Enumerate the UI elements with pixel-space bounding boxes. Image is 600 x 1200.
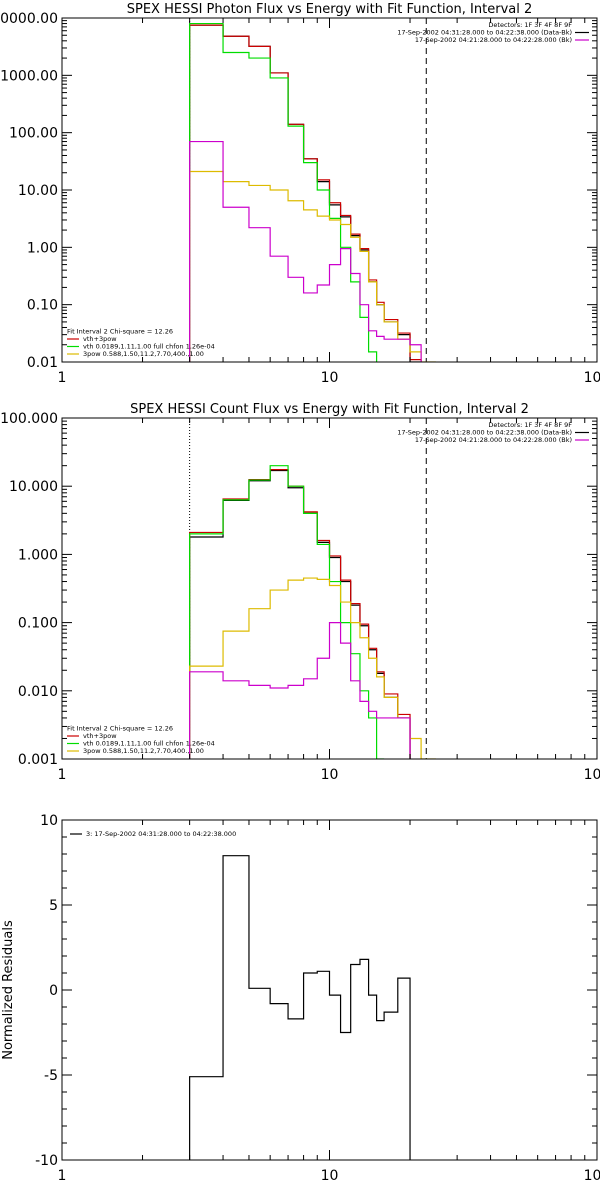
- chart-panel-1: SPEX HESSI Photon Flux vs Energy with Fi…: [0, 2, 600, 386]
- legend-entry: Fit Interval 2 Chi-square = 12.26: [67, 725, 173, 733]
- y-tick-label: 10.000: [9, 479, 58, 495]
- series-group: [189, 855, 411, 1160]
- series-group: [189, 22, 436, 362]
- series-line-1: [189, 855, 411, 1160]
- series-line-4: [189, 577, 436, 759]
- legend-entry: 3: 17-Sep-2002 04:31:28.000 to 04:22:38.…: [86, 830, 236, 838]
- series-line-3: [189, 22, 385, 362]
- x-tick-label: 10: [321, 767, 339, 783]
- legend-entry: Detectors: 1F 3F 4F 8F 9F: [488, 421, 572, 429]
- x-tick-label: 1: [58, 1168, 67, 1184]
- series-line-5: [189, 622, 411, 759]
- chart-title: SPEX HESSI Photon Flux vs Energy with Fi…: [127, 2, 533, 17]
- legend-entry: 3pow 0.588,1.50,11.2,7.70,400.,1.00: [83, 350, 204, 358]
- y-tick-label: 10.00: [18, 183, 58, 199]
- series-group: [189, 465, 436, 759]
- x-tick-label: 100: [584, 767, 600, 783]
- y-tick-label: 10: [40, 813, 58, 829]
- legend-entry: vth+3pow: [83, 335, 117, 343]
- y-tick-label: 1.000: [18, 547, 58, 563]
- x-tick-label: 100: [584, 1168, 600, 1184]
- legend-entry: 17-Sep-2002 04:31:28.000 to 04:22:38.000…: [397, 29, 572, 37]
- chart-panel-2: SPEX HESSI Count Flux vs Energy with Fit…: [0, 402, 600, 783]
- y-tick-label: 0.10: [27, 298, 58, 314]
- y-tick-label: 10000.00: [0, 11, 58, 27]
- y-tick-label: 0.010: [18, 684, 58, 700]
- y-axis-label: Normalized Residuals: [1, 920, 16, 1060]
- series-line-4: [189, 170, 436, 362]
- series-line-1: [189, 24, 422, 362]
- x-tick-label: 1: [58, 767, 67, 783]
- y-tick-label: 0.01: [27, 355, 58, 371]
- y-tick-label: -5: [44, 1068, 58, 1084]
- plot-frame: [61, 417, 598, 760]
- series-line-5: [189, 140, 422, 362]
- y-tick-label: 100.000: [0, 411, 58, 427]
- y-tick-label: 1000.00: [0, 68, 58, 84]
- chart-title: SPEX HESSI Count Flux vs Energy with Fit…: [130, 402, 529, 417]
- series-line-2: [189, 24, 422, 362]
- legend-entry: 3pow 0.588,1.50,11.2,7.70,400.,1.00: [83, 747, 204, 755]
- series-line-1: [189, 469, 411, 759]
- y-tick-label: -10: [35, 1153, 58, 1169]
- chart-panel-3: 1 10 100 -10 -5 0 5 10 Normalized Residuals 3: 17…: [1, 813, 600, 1184]
- y-tick-label: 0: [49, 983, 58, 999]
- legend-entry: Detectors: 1F 3F 4F 8F 9F: [488, 21, 572, 29]
- legend-entry: 17-Sep-2002 04:31:28.000 to 04:22:38.000…: [397, 429, 572, 437]
- x-tick-label: 1: [58, 370, 67, 386]
- y-tick-label: 5: [49, 898, 58, 914]
- legend-entry: vth 0.0189,1.11,1.00 full chfon 1.26e-04: [83, 343, 215, 351]
- legend-entry: vth 0.0189,1.11,1.00 full chfon 1.26e-04: [83, 740, 215, 748]
- y-tick-label: 0.100: [18, 616, 58, 632]
- legend-entry: 17-Sep-2002 04:21:28.000 to 04:22:28.000…: [415, 436, 572, 444]
- x-tick-label: 10: [321, 1168, 339, 1184]
- y-tick-label: 1.00: [27, 240, 58, 256]
- legend-entry: Fit Interval 2 Chi-square = 12.26: [67, 328, 173, 336]
- legend-entry: 17-Sep-2002 04:21:28.000 to 04:22:28.000…: [415, 36, 572, 44]
- y-tick-label: 0.001: [18, 752, 58, 768]
- series-line-3: [189, 465, 385, 759]
- y-tick-label: 100.00: [9, 126, 58, 142]
- x-tick-label: 100: [584, 370, 600, 386]
- x-tick-label: 10: [321, 370, 339, 386]
- legend-entry: vth+3pow: [83, 732, 117, 740]
